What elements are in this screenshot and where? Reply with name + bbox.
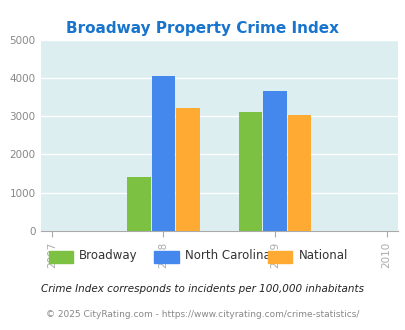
Bar bbox=[287, 115, 311, 231]
Bar bbox=[127, 178, 150, 231]
Bar bbox=[238, 112, 262, 231]
Text: Broadway: Broadway bbox=[79, 249, 137, 262]
Text: North Carolina: North Carolina bbox=[184, 249, 270, 262]
Bar bbox=[151, 76, 175, 231]
Bar bbox=[263, 91, 286, 231]
Text: National: National bbox=[298, 249, 347, 262]
Text: Crime Index corresponds to incidents per 100,000 inhabitants: Crime Index corresponds to incidents per… bbox=[41, 284, 364, 294]
Bar bbox=[176, 108, 199, 231]
Text: © 2025 CityRating.com - https://www.cityrating.com/crime-statistics/: © 2025 CityRating.com - https://www.city… bbox=[46, 310, 359, 319]
Text: Broadway Property Crime Index: Broadway Property Crime Index bbox=[66, 21, 339, 36]
